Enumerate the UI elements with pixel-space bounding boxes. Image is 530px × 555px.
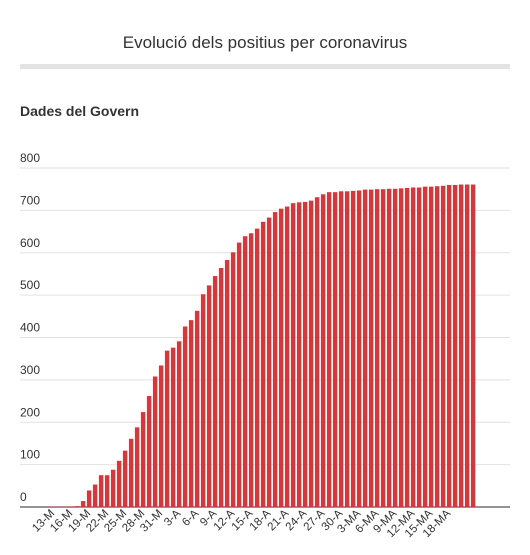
bar: [285, 206, 290, 507]
bar: [417, 187, 422, 507]
bar: [279, 208, 284, 507]
bar: [141, 412, 146, 507]
bar: [261, 221, 266, 507]
bar: [315, 197, 320, 507]
bar: [399, 188, 404, 507]
bar: [93, 484, 98, 507]
x-tick-label: 6-A: [180, 507, 201, 528]
y-tick-label: 700: [20, 193, 40, 207]
bar: [309, 200, 314, 507]
bar: [381, 189, 386, 507]
bar: [465, 184, 470, 507]
bar: [255, 228, 260, 507]
y-tick-label: 500: [20, 278, 40, 292]
bar: [129, 438, 134, 507]
bar: [339, 191, 344, 507]
bar: [333, 192, 338, 507]
y-tick-label: 0: [20, 490, 27, 504]
bar: [111, 469, 116, 507]
bar-series: [51, 184, 476, 508]
bar: [297, 202, 302, 508]
bar: [357, 190, 362, 508]
bar: [369, 189, 374, 507]
bar: [405, 187, 410, 507]
bar: [291, 203, 296, 507]
bar: [87, 490, 92, 507]
bar: [435, 186, 440, 507]
bar: [177, 341, 182, 507]
bar: [327, 192, 332, 507]
y-tick-label: 100: [20, 448, 40, 462]
bar: [207, 285, 212, 507]
bar: [363, 189, 368, 507]
bar: [345, 191, 350, 507]
bar: [195, 310, 200, 507]
chart-title: Evolució dels positius per coronavirus: [122, 33, 408, 52]
x-tick-label: 3-A: [162, 507, 183, 528]
y-tick-label: 200: [20, 405, 40, 419]
bar: [225, 259, 230, 507]
y-tick-label: 800: [20, 151, 40, 165]
y-tick-label: 600: [20, 236, 40, 250]
bar: [453, 184, 458, 507]
bar: [81, 501, 86, 507]
bar: [117, 460, 122, 507]
bar: [351, 190, 356, 507]
bar: [471, 184, 476, 507]
chart-subtitle: Dades del Govern: [20, 103, 140, 119]
bar: [321, 194, 326, 507]
bar: [243, 236, 248, 507]
bar: [123, 450, 128, 507]
bar: [165, 350, 170, 507]
bar: [459, 184, 464, 507]
title-divider: [20, 64, 510, 69]
bar: [411, 187, 416, 507]
bar: [267, 217, 272, 508]
bar: [441, 185, 446, 508]
bar: [201, 294, 206, 507]
bar: [237, 242, 242, 507]
bar: [105, 475, 110, 507]
bar: [219, 268, 224, 507]
bar: [423, 186, 428, 507]
bar: [75, 506, 80, 507]
bar: [375, 189, 380, 507]
y-tick-label: 400: [20, 321, 40, 335]
bar: [171, 347, 176, 507]
bar: [393, 188, 398, 508]
bar: [303, 201, 308, 507]
x-axis-ticks: 13-M16-M19-M22-M25-M28-M31-M3-A6-A9-A12-…: [30, 507, 453, 540]
bar: [273, 212, 278, 507]
bar: [159, 365, 164, 507]
bar: [153, 376, 158, 507]
bar: [147, 395, 152, 507]
y-axis-ticks: 0 100 200 300 400 500 600 700 800: [20, 151, 40, 504]
bar: [387, 188, 392, 508]
y-tick-label: 300: [20, 363, 40, 377]
bar: [447, 184, 452, 507]
bar: [189, 320, 194, 507]
bar: [213, 276, 218, 507]
bar: [249, 233, 254, 507]
bar: [99, 475, 104, 507]
bar: [231, 252, 236, 507]
bar: [429, 186, 434, 507]
bar: [183, 326, 188, 507]
bar: [135, 427, 140, 507]
